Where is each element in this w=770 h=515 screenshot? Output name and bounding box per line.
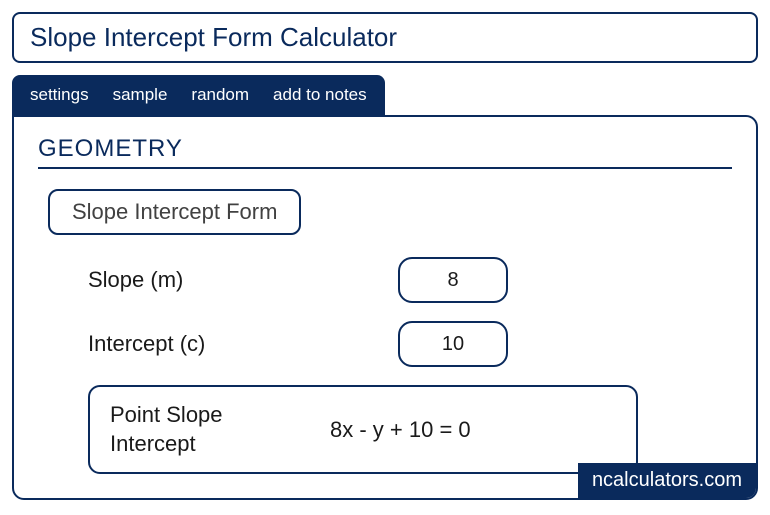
result-box: Point Slope Intercept 8x - y + 10 = 0 bbox=[88, 385, 638, 474]
tab-add-to-notes[interactable]: add to notes bbox=[273, 85, 367, 105]
subtitle-box: Slope Intercept Form bbox=[48, 189, 301, 235]
content-panel: GEOMETRY Slope Intercept Form Slope (m) … bbox=[12, 115, 758, 500]
result-label: Point Slope Intercept bbox=[110, 401, 290, 458]
field-row-intercept: Intercept (c) 10 bbox=[88, 321, 732, 367]
intercept-input[interactable]: 10 bbox=[398, 321, 508, 367]
tab-sample[interactable]: sample bbox=[113, 85, 168, 105]
watermark: ncalculators.com bbox=[578, 463, 756, 498]
slope-label: Slope (m) bbox=[88, 267, 398, 293]
tab-settings[interactable]: settings bbox=[30, 85, 89, 105]
intercept-label: Intercept (c) bbox=[88, 331, 398, 357]
field-row-slope: Slope (m) 8 bbox=[88, 257, 732, 303]
result-value: 8x - y + 10 = 0 bbox=[330, 417, 471, 443]
title-container: Slope Intercept Form Calculator bbox=[12, 12, 758, 63]
tabs-row: settings sample random add to notes bbox=[12, 75, 758, 115]
tabs-container: settings sample random add to notes bbox=[12, 75, 385, 115]
section-heading: GEOMETRY bbox=[38, 135, 732, 169]
page-title: Slope Intercept Form Calculator bbox=[30, 22, 740, 53]
tab-random[interactable]: random bbox=[191, 85, 249, 105]
slope-input[interactable]: 8 bbox=[398, 257, 508, 303]
